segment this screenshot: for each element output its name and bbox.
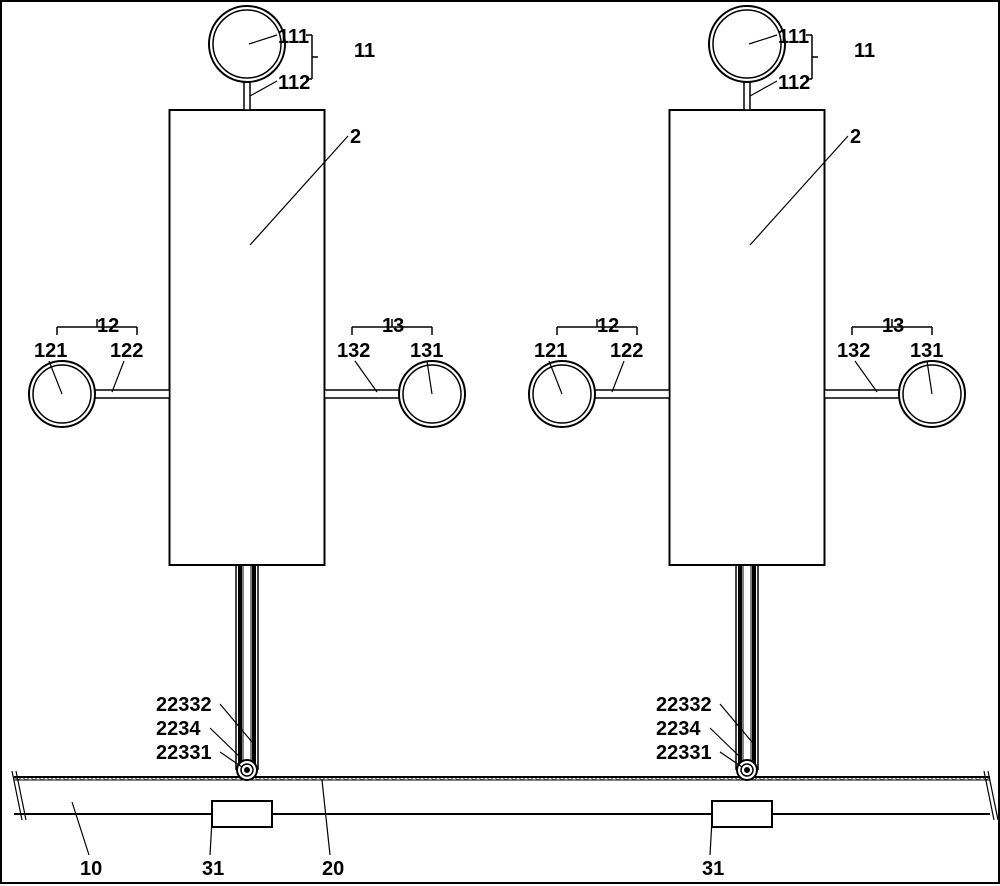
callout-L11: 22332	[156, 694, 212, 717]
callout-R14: 31	[702, 858, 724, 881]
callout-R6: 121	[534, 340, 567, 363]
callout-R1: 111	[778, 26, 809, 49]
callout-L12: 2234	[156, 718, 201, 741]
callout-R3: 112	[778, 72, 810, 95]
callout-R7: 122	[610, 340, 643, 363]
callout-L14: 10	[80, 858, 102, 881]
callout-R9: 132	[837, 340, 870, 363]
diagram-canvas: 1111111221212112213132131223322234223311…	[0, 0, 1000, 884]
callout-L8: 13	[382, 315, 404, 338]
callout-L16: 20	[322, 858, 344, 881]
callout-L10: 131	[410, 340, 443, 363]
callout-L6: 121	[34, 340, 67, 363]
callout-L2: 11	[354, 40, 375, 63]
callout-L4: 2	[350, 126, 361, 149]
callout-R4: 2	[850, 126, 861, 149]
callout-L9: 132	[337, 340, 370, 363]
callout-L15: 31	[202, 858, 224, 881]
callout-L3: 112	[278, 72, 310, 95]
callout-L13: 22331	[156, 742, 212, 765]
callout-R10: 131	[910, 340, 943, 363]
callout-R12: 2234	[656, 718, 701, 741]
callout-L7: 122	[110, 340, 143, 363]
callout-R8: 13	[882, 315, 904, 338]
callout-R5: 12	[597, 315, 619, 338]
callout-R13: 22331	[656, 742, 712, 765]
callout-R2: 11	[854, 40, 875, 63]
callout-R11: 22332	[656, 694, 712, 717]
callout-L1: 111	[278, 26, 309, 49]
callout-L5: 12	[97, 315, 119, 338]
